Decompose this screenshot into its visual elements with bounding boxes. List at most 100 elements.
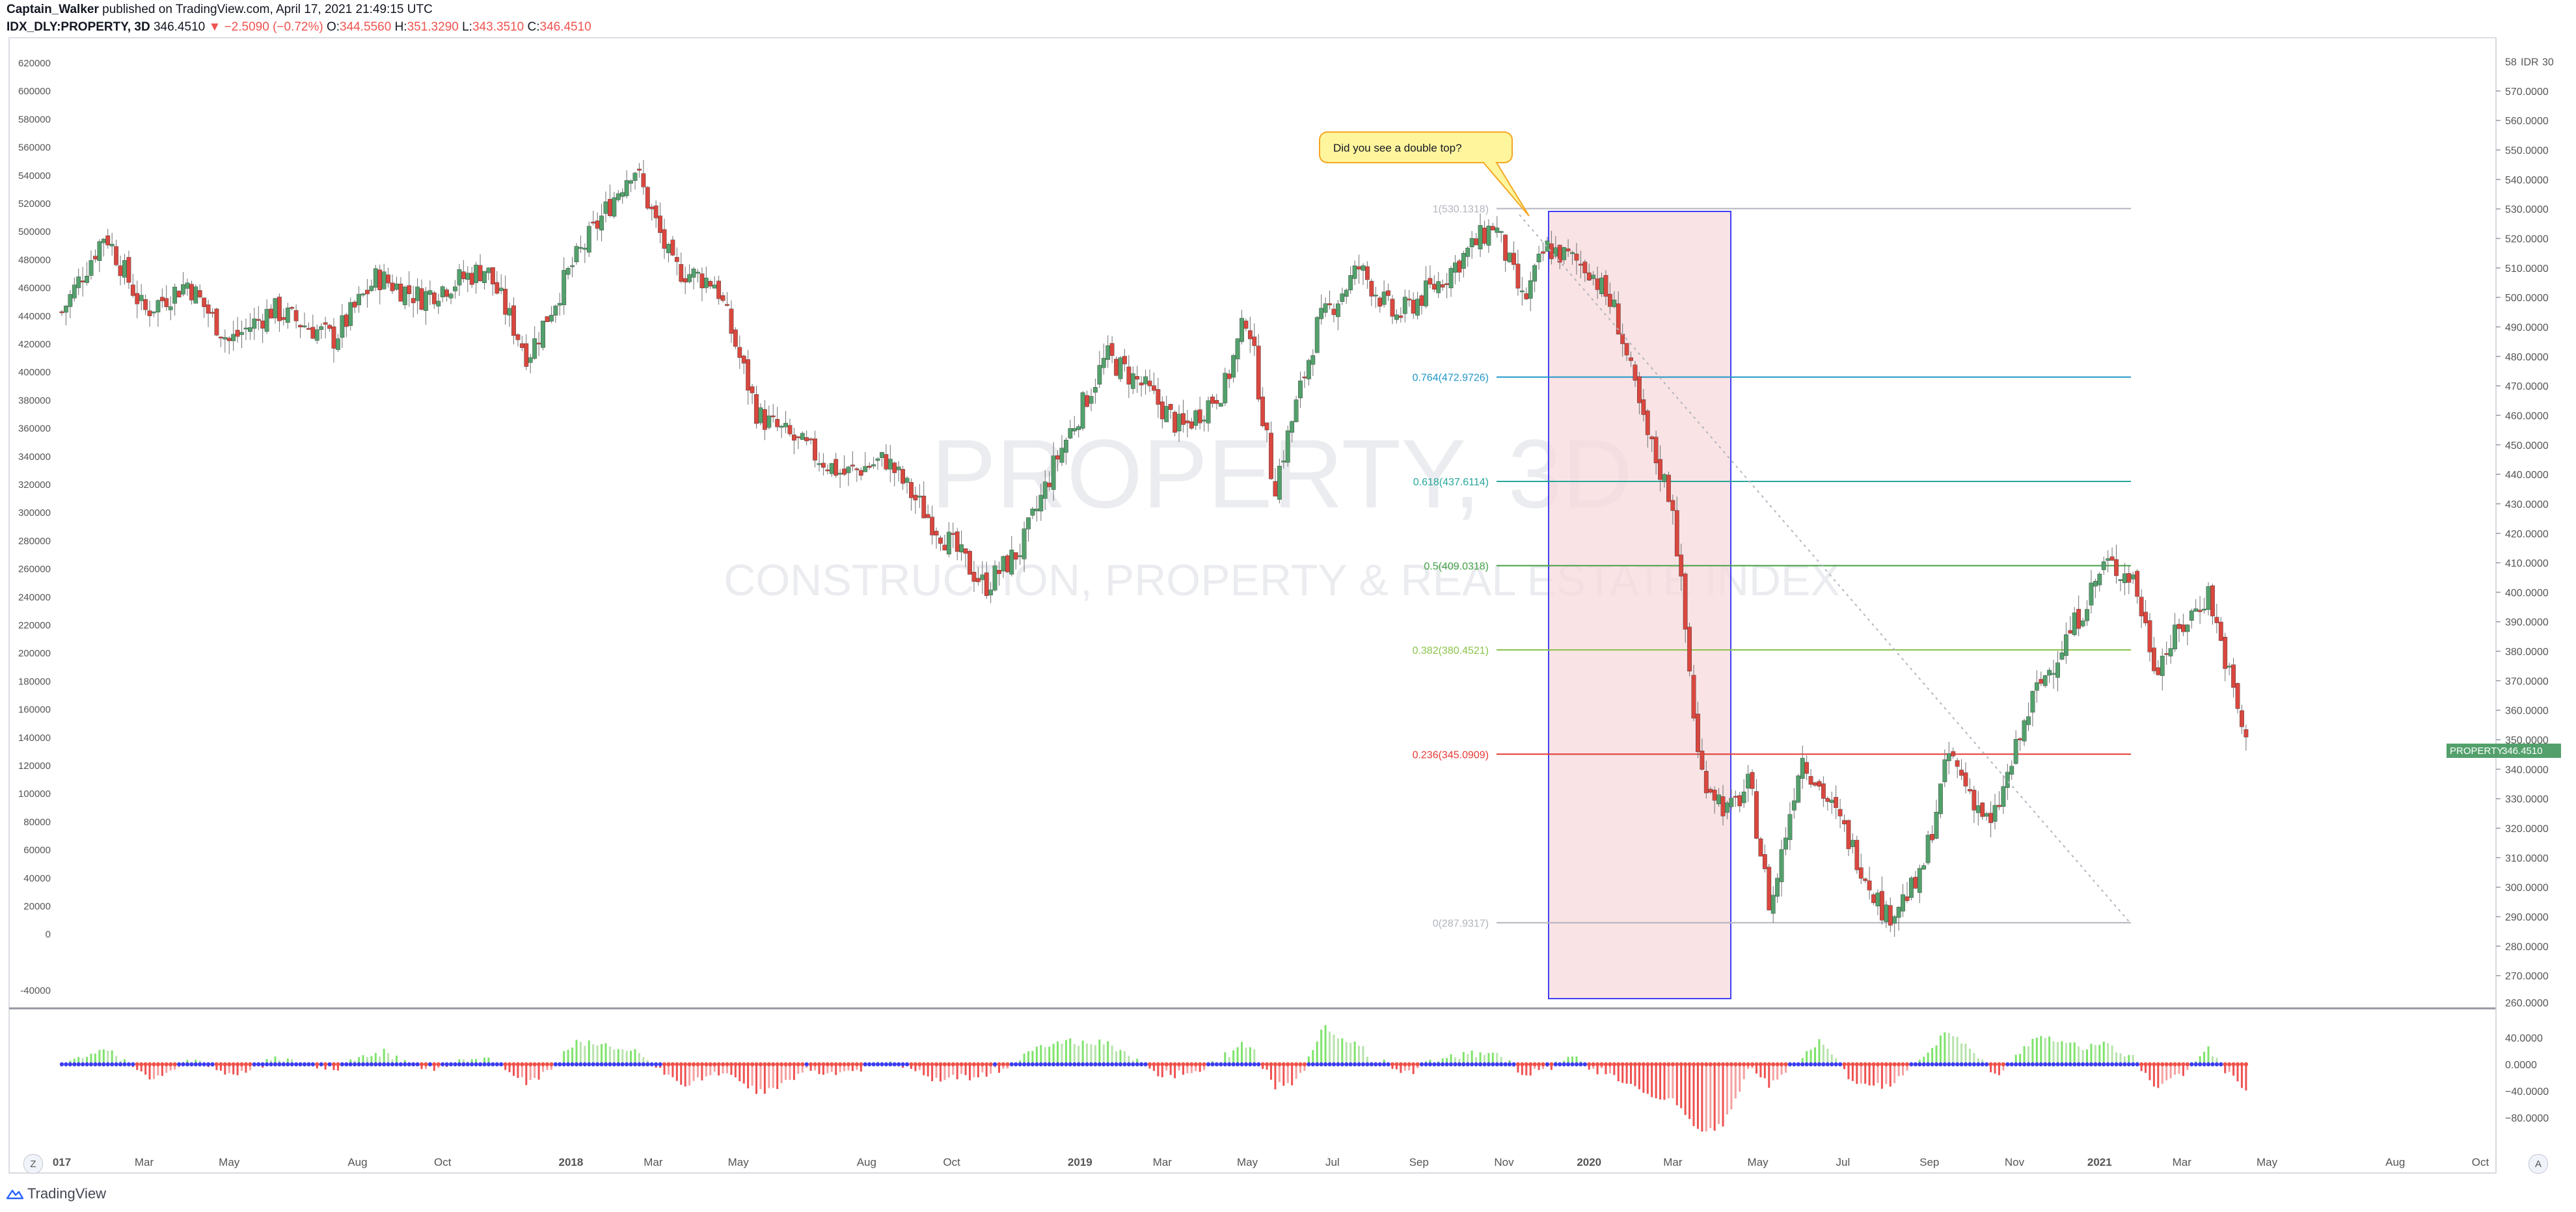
oscillator-dot xyxy=(1118,1062,1123,1067)
oscillator-dot xyxy=(486,1062,491,1067)
oscillator-dot xyxy=(934,1062,939,1067)
candle-body xyxy=(1708,788,1713,793)
right-axis-label: 470.0000 xyxy=(2505,381,2549,392)
candle-body xyxy=(536,342,541,345)
oscillator-dot xyxy=(1495,1062,1499,1067)
oscillator-dot xyxy=(754,1062,759,1067)
oscillator-dot xyxy=(2152,1062,2156,1067)
oscillator-dot xyxy=(2097,1062,2102,1067)
oscillator-dot xyxy=(2042,1062,2048,1067)
oscillator-dot xyxy=(1930,1062,1934,1067)
oscillator-dot xyxy=(729,1062,734,1067)
candle-body xyxy=(323,322,328,325)
oscillator-dot xyxy=(286,1062,290,1067)
oscillator-dot xyxy=(2018,1062,2022,1067)
oscillator-dot xyxy=(1038,1062,1044,1067)
oscillator-dot xyxy=(1687,1062,1692,1067)
symbol-name[interactable]: IDX_DLY:PROPERTY, 3D xyxy=(7,20,150,34)
oscillator-dot xyxy=(2001,1062,2006,1067)
oscillator-dot xyxy=(1352,1062,1357,1067)
candle-body xyxy=(2013,739,2018,764)
oscillator-dot xyxy=(1808,1062,1813,1067)
candle-body xyxy=(758,407,763,424)
candle-body xyxy=(1720,796,1726,816)
candle-body xyxy=(424,291,428,311)
oscillator-dot xyxy=(1089,1062,1094,1067)
oscillator-dot xyxy=(1566,1062,1571,1067)
oscillator-dot xyxy=(1708,1062,1713,1067)
oscillator-dot xyxy=(470,1062,474,1067)
callout-annotation[interactable]: Did you see a double top? xyxy=(1319,131,1530,217)
oscillator-dot xyxy=(160,1062,165,1067)
oscillator-dot xyxy=(327,1062,332,1067)
oscillator-dot xyxy=(122,1062,127,1067)
oscillator-dot xyxy=(189,1062,194,1067)
candle-body xyxy=(1314,317,1320,353)
candle-body xyxy=(1302,376,1307,379)
candle-body xyxy=(390,282,395,291)
right-axis-label: 320.0000 xyxy=(2505,824,2549,835)
candle-body xyxy=(2047,669,2052,676)
candle-body xyxy=(658,215,663,233)
candle-body xyxy=(1206,400,1211,424)
oscillator-dot xyxy=(210,1062,215,1067)
candle-body xyxy=(825,469,830,472)
oscillator-dot xyxy=(2013,1062,2018,1067)
candle-body xyxy=(1390,299,1395,317)
candle-body xyxy=(1796,775,1801,803)
candle-body xyxy=(942,545,947,550)
candle-body xyxy=(1817,781,1822,787)
oscillator-dot xyxy=(2080,1062,2085,1067)
oscillator-dot xyxy=(2160,1062,2165,1067)
oscillator-dot xyxy=(984,1062,989,1067)
time-axis-label: Jul xyxy=(1325,1156,1340,1168)
oscillator-dot xyxy=(1068,1062,1073,1067)
left-axis-label: 180000 xyxy=(18,676,51,687)
oscillator-dot xyxy=(541,1062,545,1067)
oscillator-dot xyxy=(68,1062,73,1067)
candle-body xyxy=(858,470,863,476)
candle-body xyxy=(340,315,345,338)
oscillator-dot xyxy=(1825,1062,1830,1067)
candle-body xyxy=(126,257,131,283)
tradingview-logo[interactable]: TradingView xyxy=(7,1185,106,1202)
last-price-tag: PROPERTY 346.4510 xyxy=(2447,744,2561,758)
oscillator-dot xyxy=(2085,1062,2089,1067)
oscillator-dot xyxy=(214,1062,219,1067)
oscillator-dot xyxy=(1264,1062,1269,1067)
left-axis-label: 220000 xyxy=(18,620,51,631)
oscillator-dot xyxy=(992,1062,997,1067)
candle-body xyxy=(1858,867,1864,879)
author-name[interactable]: Captain_Walker xyxy=(7,3,99,16)
candle-body xyxy=(1474,238,1479,245)
oscillator-dot xyxy=(507,1062,512,1067)
candle-body xyxy=(277,297,282,321)
candle-body xyxy=(1457,260,1462,273)
candle-body xyxy=(139,295,144,301)
left-axis-label: 480000 xyxy=(18,254,51,265)
oscillator-dot xyxy=(1043,1062,1048,1067)
drawdown-rectangle[interactable] xyxy=(1548,211,1731,999)
candle-body xyxy=(1495,227,1500,233)
oscillator-dot xyxy=(1202,1062,1206,1067)
zoom-button[interactable]: Z xyxy=(23,1154,43,1174)
oscillator-dot xyxy=(1880,1062,1884,1067)
candle-body xyxy=(770,415,776,418)
candle-body xyxy=(1930,834,1934,841)
oscillator-dot xyxy=(2147,1062,2152,1067)
oscillator-dot xyxy=(1173,1062,1177,1067)
oscillator-dot xyxy=(1273,1062,1278,1067)
candle-body xyxy=(1641,399,1646,415)
candle-body xyxy=(1143,376,1148,384)
oscillator-dot xyxy=(1185,1062,1190,1067)
oscillator-dot xyxy=(1562,1062,1566,1067)
candle-body xyxy=(708,281,713,287)
oscillator-dot xyxy=(1737,1062,1742,1067)
auto-scale-button[interactable]: A xyxy=(2529,1154,2548,1174)
oscillator-dot xyxy=(2064,1062,2068,1067)
oscillator-dot xyxy=(365,1062,370,1067)
candle-body xyxy=(2042,675,2048,686)
oscillator-axis-label: −80.0000 xyxy=(2505,1113,2549,1124)
fibonacci-retracement[interactable]: 1(530.1318) 0.764(472.9726) 0.618(437.6114… xyxy=(1413,204,2131,930)
